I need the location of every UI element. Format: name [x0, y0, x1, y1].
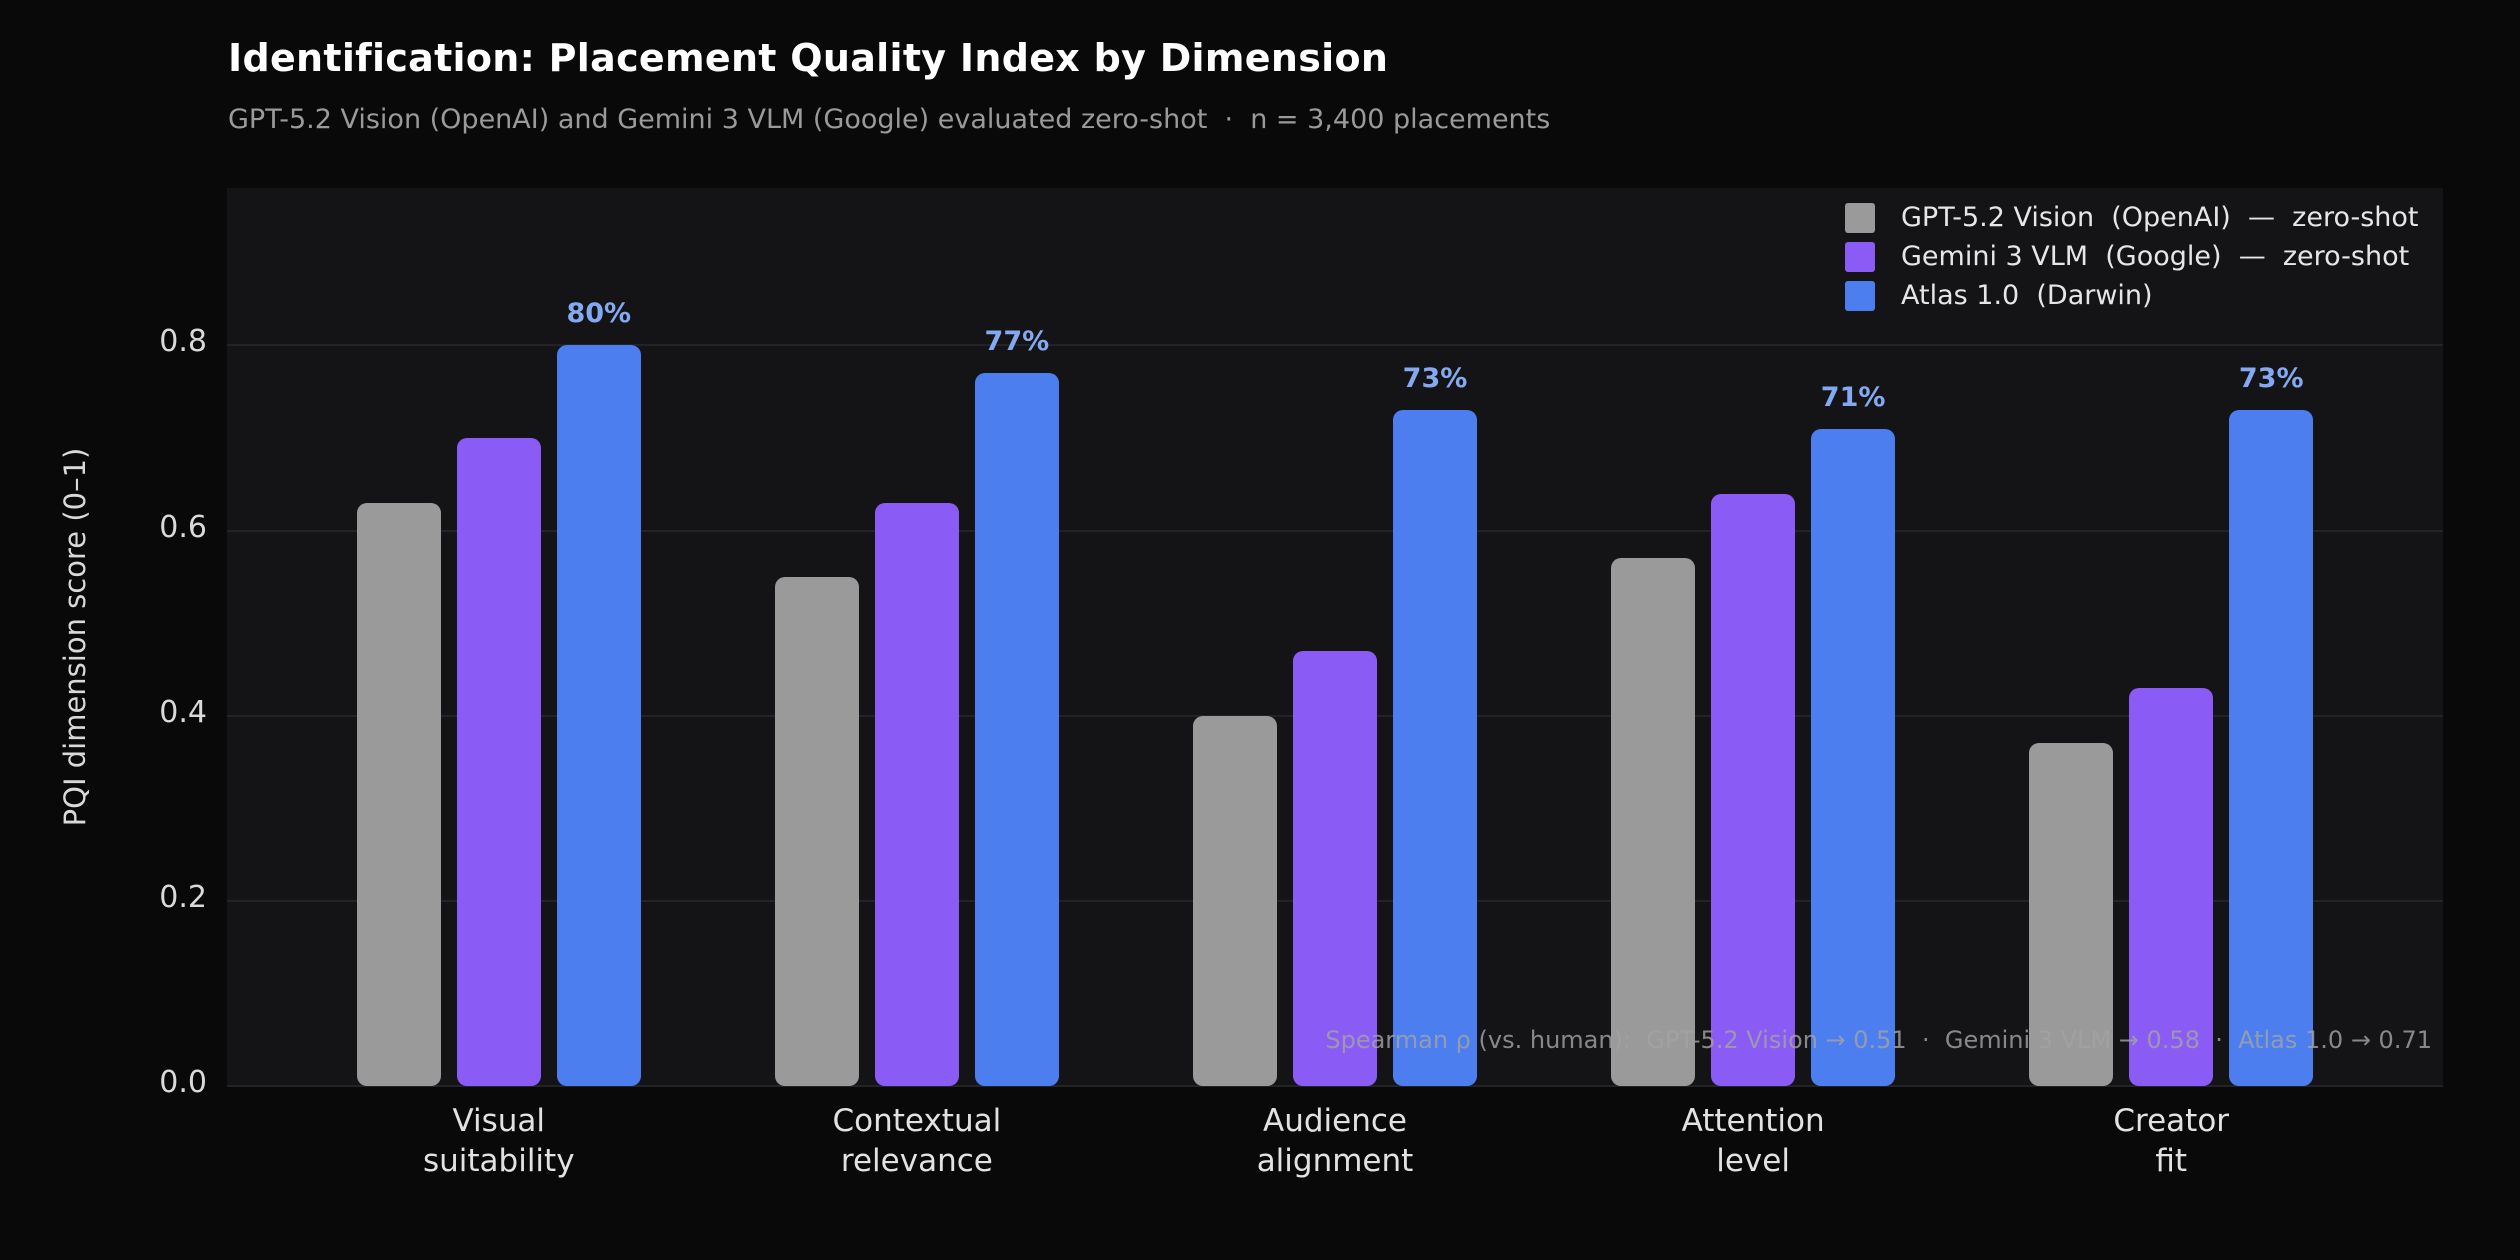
x-tick-label: Creator fit: [2113, 1103, 2230, 1179]
legend-item-3: Atlas 1.0 (Darwin): [1845, 276, 2419, 315]
x-tick-label: Attention level: [1681, 1103, 1825, 1179]
gridline-0.8: [227, 344, 2443, 347]
bar-series1-cat4: [1611, 558, 1696, 1086]
bar-series2-cat2: [874, 502, 959, 1086]
bar-series3-cat4: [1811, 428, 1896, 1086]
plot-area: [227, 188, 2443, 1087]
legend: GPT-5.2 Vision (OpenAI) — zero-shot Gemin…: [1845, 198, 2419, 315]
gridline-0.6: [227, 529, 2443, 532]
bar-series2-cat5: [2129, 687, 2214, 1086]
chart-subtitle: GPT-5.2 Vision (OpenAI) and Gemini 3 VLM…: [228, 104, 1551, 135]
legend-swatch-icon: [1845, 280, 1875, 311]
legend-item-1: GPT-5.2 Vision (OpenAI) — zero-shot: [1845, 198, 2419, 237]
legend-label: GPT-5.2 Vision (OpenAI) — zero-shot: [1901, 202, 2419, 233]
spearman-correlation-annotation: Spearman ρ (vs. human): GPT-5.2 Vision →…: [1325, 1026, 2432, 1054]
bar-series2-cat4: [1711, 493, 1796, 1086]
bar-series1-cat1: [356, 502, 441, 1086]
chart-title: Identification: Placement Quality Index …: [228, 36, 1389, 80]
legend-label: Atlas 1.0 (Darwin): [1901, 280, 2153, 311]
legend-swatch-icon: [1845, 202, 1875, 233]
bar-series3-cat2: [974, 373, 1059, 1086]
legend-swatch-icon: [1845, 241, 1875, 272]
bar-series3-cat5: [2229, 410, 2314, 1086]
bar-series2-cat3: [1293, 650, 1377, 1086]
bar-series3-cat3: [1393, 410, 1477, 1086]
y-tick-label: 0.8: [159, 324, 207, 360]
bar-series1-cat3: [1193, 715, 1277, 1086]
legend-label: Gemini 3 VLM (Google) — zero-shot: [1901, 241, 2410, 272]
x-tick-label: Visual suitability: [422, 1103, 575, 1179]
y-tick-label: 0.2: [159, 879, 207, 915]
bar-series2-cat1: [456, 437, 541, 1086]
bar-series1-cat5: [2029, 743, 2114, 1086]
x-tick-label: Audience alignment: [1256, 1103, 1414, 1179]
bar-series3-cat1: [556, 345, 641, 1086]
bar-series1-cat2: [774, 576, 859, 1086]
gridline-0.0: [227, 1085, 2443, 1087]
legend-item-2: Gemini 3 VLM (Google) — zero-shot: [1845, 237, 2419, 276]
y-tick-label: 0.0: [159, 1065, 207, 1100]
x-tick-label: Contextual relevance: [832, 1103, 1002, 1179]
